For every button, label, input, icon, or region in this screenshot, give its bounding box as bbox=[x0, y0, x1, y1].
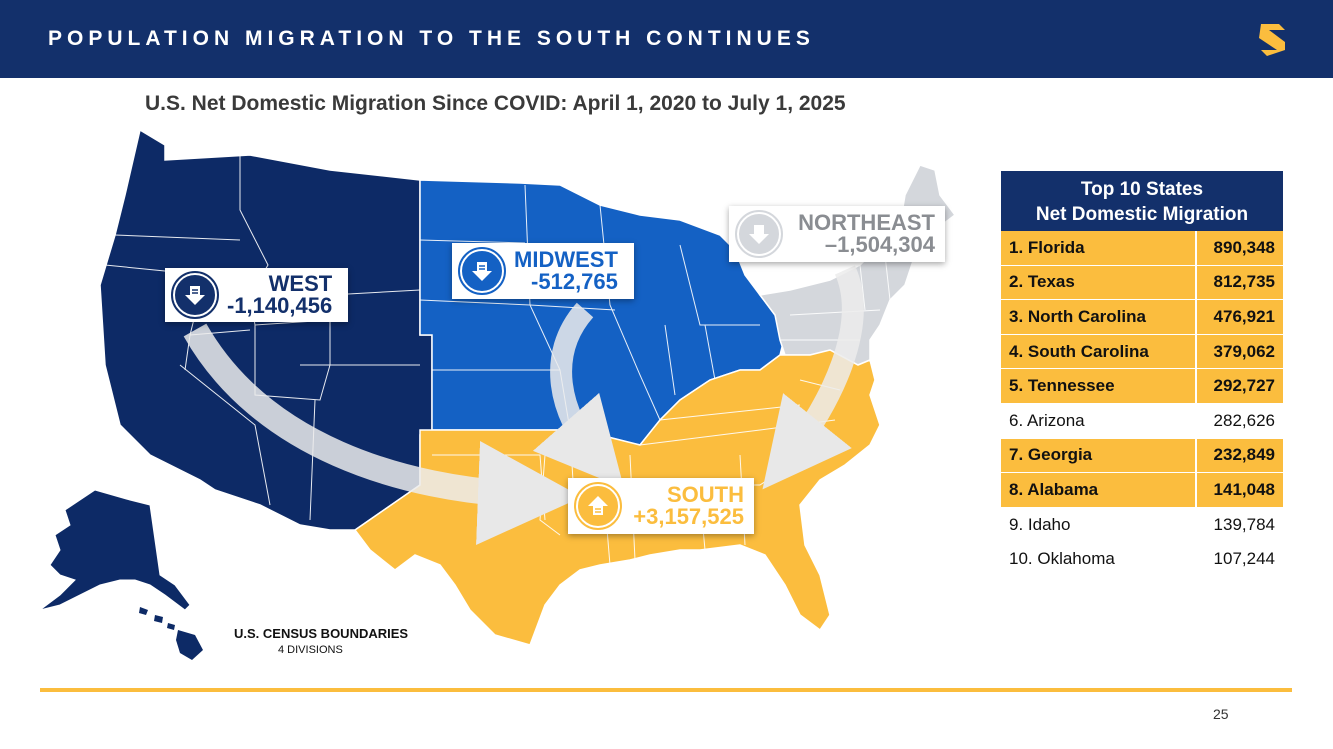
page-title: POPULATION MIGRATION TO THE SOUTH CONTIN… bbox=[48, 27, 815, 50]
table-header: Top 10 States Net Domestic Migration bbox=[1001, 171, 1283, 231]
state-name: 10. Oklahoma bbox=[1009, 549, 1115, 569]
state-value: 890,348 bbox=[1195, 231, 1283, 265]
west-label: WEST bbox=[268, 271, 333, 296]
midwest-to-south-arrow bbox=[532, 302, 624, 489]
state-value: 812,735 bbox=[1195, 265, 1283, 300]
state-value: 282,626 bbox=[1213, 410, 1275, 430]
midwest-value: -512,765 bbox=[531, 269, 618, 294]
northeast-label: NORTHEAST bbox=[798, 210, 935, 235]
northeast-to-south-arrow bbox=[762, 265, 864, 490]
s-logo-icon bbox=[1259, 24, 1285, 56]
table-row: 9. Idaho 139,784 bbox=[1001, 508, 1283, 543]
state-value: 476,921 bbox=[1195, 300, 1283, 334]
state-value: 379,062 bbox=[1195, 334, 1283, 369]
midwest-callout: MIDWEST -512,765 bbox=[452, 243, 634, 299]
up-arrow-icon bbox=[574, 482, 622, 530]
map-subtitle: U.S. Net Domestic Migration Since COVID:… bbox=[145, 92, 846, 115]
table-row: 1. Florida 890,348 bbox=[1001, 231, 1283, 266]
legend-title: U.S. CENSUS BOUNDARIES bbox=[234, 626, 409, 641]
table-row: 8. Alabama 141,048 bbox=[1001, 473, 1283, 508]
state-name: 8. Alabama bbox=[1009, 479, 1099, 499]
south-label: SOUTH bbox=[667, 482, 744, 507]
state-name: 1. Florida bbox=[1009, 237, 1085, 257]
legend-subtitle: 4 DIVISIONS bbox=[278, 644, 343, 656]
table-header-line2: Net Domestic Migration bbox=[1035, 204, 1249, 225]
down-arrow-icon bbox=[735, 210, 783, 258]
west-to-south-arrow bbox=[183, 323, 582, 545]
table-header-line1: Top 10 States bbox=[1080, 179, 1204, 200]
hawaii bbox=[139, 607, 203, 660]
table-row: 4. South Carolina 379,062 bbox=[1001, 334, 1283, 370]
midwest-label: MIDWEST bbox=[514, 247, 618, 272]
west-region bbox=[99, 128, 433, 531]
south-value: +3,157,525 bbox=[633, 504, 744, 529]
state-value: 107,244 bbox=[1213, 549, 1275, 569]
state-name: 5. Tennessee bbox=[1009, 376, 1115, 396]
west-value: -1,140,456 bbox=[227, 293, 333, 318]
northeast-value: –1,504,304 bbox=[824, 232, 935, 257]
down-arrow-icon bbox=[458, 247, 506, 295]
header-bar: POPULATION MIGRATION TO THE SOUTH CONTIN… bbox=[0, 0, 1333, 78]
top-states-table: Top 10 States Net Domestic Migration 1. … bbox=[1001, 171, 1283, 577]
state-name: 7. Georgia bbox=[1009, 445, 1093, 465]
table-row: 3. North Carolina 476,921 bbox=[1001, 300, 1283, 335]
down-arrow-icon bbox=[171, 271, 219, 319]
table-row: 2. Texas 812,735 bbox=[1001, 265, 1283, 301]
northeast-callout: NORTHEAST –1,504,304 bbox=[729, 206, 945, 262]
south-callout: SOUTH +3,157,525 bbox=[568, 478, 754, 534]
page-number: 25 bbox=[1213, 706, 1229, 722]
alaska bbox=[39, 489, 191, 611]
table-row: 7. Georgia 232,849 bbox=[1001, 438, 1283, 474]
state-value: 139,784 bbox=[1213, 514, 1275, 534]
west-callout: WEST -1,140,456 bbox=[165, 268, 348, 322]
migration-arrows bbox=[183, 265, 864, 545]
table-row: 6. Arizona 282,626 bbox=[1001, 404, 1283, 439]
state-name: 6. Arizona bbox=[1009, 410, 1085, 430]
state-name: 2. Texas bbox=[1009, 272, 1075, 292]
table-row: 10. Oklahoma 107,244 bbox=[1001, 542, 1283, 577]
table-row: 5. Tennessee 292,727 bbox=[1001, 369, 1283, 404]
state-name: 9. Idaho bbox=[1009, 514, 1071, 534]
state-name: 3. North Carolina bbox=[1009, 306, 1146, 326]
footer-rule bbox=[40, 688, 1292, 692]
state-name: 4. South Carolina bbox=[1009, 341, 1149, 361]
state-value: 141,048 bbox=[1195, 473, 1283, 507]
state-value: 232,849 bbox=[1195, 438, 1283, 473]
state-value: 292,727 bbox=[1195, 369, 1283, 403]
